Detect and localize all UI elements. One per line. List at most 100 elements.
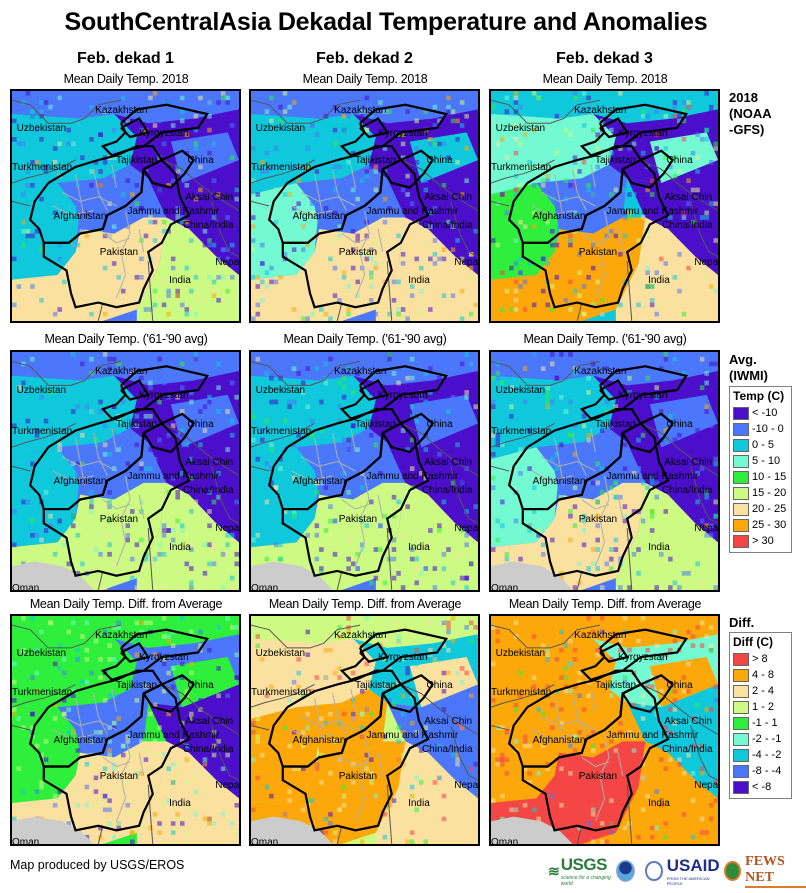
province-boundary <box>103 234 130 243</box>
focus-country-boundary <box>144 151 194 188</box>
noaa-logo-icon <box>616 860 636 882</box>
country-boundary <box>251 725 269 730</box>
legend-label: 10 - 15 <box>752 471 787 483</box>
map-label-aksai-chin: Aksai Chin <box>664 192 713 204</box>
map-diff-dekad-2: Kazakhstan Uzbekistan Kyrgyzstan Tajikistan… <box>249 614 480 846</box>
map-diff-dekad-1: Kazakhstan Uzbekistan Kyrgyzstan Tajikistan… <box>10 614 241 846</box>
map-label-india: India <box>648 275 670 286</box>
column-heading-dekad-2: Feb. dekad 2 <box>316 50 413 67</box>
map-label-jammu-and-kashmir: Jammu and Kashmir <box>606 730 699 741</box>
map-label-turkmenistan: Turkmenistan <box>251 425 312 437</box>
province-boundary <box>301 192 355 206</box>
map-label-jammu-and-kashmir: Jammu and Kashmir <box>127 730 220 741</box>
province-boundary <box>315 174 324 220</box>
panel-title-avg-dekad-1: Mean Daily Temp. ('61-'90 avg) <box>44 332 208 346</box>
country-boundary <box>641 160 718 211</box>
row-label-line: Avg. <box>729 352 757 367</box>
map-label-china: China <box>187 155 214 167</box>
country-boundary <box>451 466 478 523</box>
province-boundary <box>94 433 108 476</box>
country-boundary <box>577 303 582 321</box>
province-boundary <box>555 174 564 220</box>
country-boundary <box>212 725 239 780</box>
map-label-tajikistan: Tajikistan <box>354 155 397 167</box>
map-label-tajikistan: Tajikistan <box>354 418 397 430</box>
focus-country-boundary <box>103 366 207 418</box>
map-label-kazakhstan: Kazakhstan <box>334 104 387 116</box>
country-boundary <box>337 303 342 321</box>
map-label-turkmenistan: Turkmenistan <box>491 162 552 174</box>
legend-label: 20 - 25 <box>752 503 787 515</box>
map-label-afghanistan: Afghanistan <box>532 210 586 222</box>
zone-india <box>615 217 718 321</box>
zone-west <box>251 447 320 548</box>
legend-swatch <box>733 684 749 698</box>
country-boundary <box>387 528 392 590</box>
province-boundary <box>555 438 564 486</box>
country-boundary <box>212 201 239 256</box>
raster-texture <box>251 91 478 321</box>
column-heading-dekad-1: Feb. dekad 1 <box>77 50 174 67</box>
panel-title-avg-dekad-2: Mean Daily Temp. ('61-'90 avg) <box>283 332 447 346</box>
legend-item: > 30 <box>733 533 788 549</box>
sea-area <box>491 816 573 844</box>
raster-texture <box>12 352 239 590</box>
legend-label: 5 - 10 <box>752 455 781 467</box>
focus-country-boundary <box>383 151 433 188</box>
legend-swatch <box>733 668 749 682</box>
focus-country-boundary <box>121 643 148 661</box>
province-boundary <box>618 229 623 252</box>
zone-north <box>491 91 718 124</box>
zone-west <box>12 447 81 548</box>
province-boundary <box>292 206 333 215</box>
map-label-china: China <box>666 418 693 430</box>
province-boundary <box>292 471 333 481</box>
zone-himalaya <box>627 684 718 799</box>
province-boundary <box>139 229 144 252</box>
map-label-china-india: China/India <box>661 743 713 755</box>
province-boundary <box>315 698 324 744</box>
map-label-uzbekistan: Uzbekistan <box>255 647 306 659</box>
country-boundary <box>162 423 239 475</box>
province-boundary <box>532 730 573 739</box>
map-label-uzbekistan: Uzbekistan <box>16 647 67 659</box>
focus-country-boundary <box>360 119 387 137</box>
province-boundary <box>333 694 347 735</box>
focus-country-boundary <box>383 414 433 452</box>
province-boundary <box>573 694 587 735</box>
map-label-aksai-chin: Aksai Chin <box>185 716 234 728</box>
map-label-turkmenistan: Turkmenistan <box>251 162 312 174</box>
country-boundary <box>12 725 30 730</box>
zone-himalaya <box>627 423 718 543</box>
panel-title-2018-dekad-2: Mean Daily Temp. 2018 <box>302 72 428 86</box>
map-label-china: China <box>187 679 214 691</box>
legend-item: < -10 <box>733 405 788 421</box>
province-boundary <box>541 457 595 471</box>
legend-item: 20 - 25 <box>733 501 788 517</box>
map-label-kazakhstan: Kazakhstan <box>334 629 387 641</box>
map-label-china-india: China/India <box>661 219 713 231</box>
map-label-nepal: Nepal <box>215 256 241 268</box>
province-boundary <box>292 730 333 739</box>
map-label-kyrgyzstan: Kyrgyzstan <box>378 127 428 139</box>
province-boundary <box>378 495 383 519</box>
zone-north <box>251 616 478 648</box>
country-boundary <box>251 466 269 471</box>
legend-swatch <box>733 406 749 420</box>
map-label-nepal: Nepal <box>454 523 480 535</box>
map-label-china-india: China/India <box>421 485 473 497</box>
map-label-kazakhstan: Kazakhstan <box>95 366 148 378</box>
legend-swatch <box>733 700 749 714</box>
map-label-india: India <box>169 798 191 810</box>
map-label-tajikistan: Tajikistan <box>594 679 637 691</box>
province-boundary <box>582 500 609 510</box>
zone-north <box>12 616 239 648</box>
province-boundary <box>53 471 94 481</box>
province-boundary <box>618 495 623 519</box>
legend-swatch <box>733 780 749 794</box>
map-label-kyrgyzstan: Kyrgyzstan <box>618 652 668 664</box>
province-boundary <box>116 476 130 566</box>
row-label-line: 2018 <box>729 90 758 105</box>
map-label-kazakhstan: Kazakhstan <box>334 366 387 378</box>
zone-west <box>251 183 320 280</box>
